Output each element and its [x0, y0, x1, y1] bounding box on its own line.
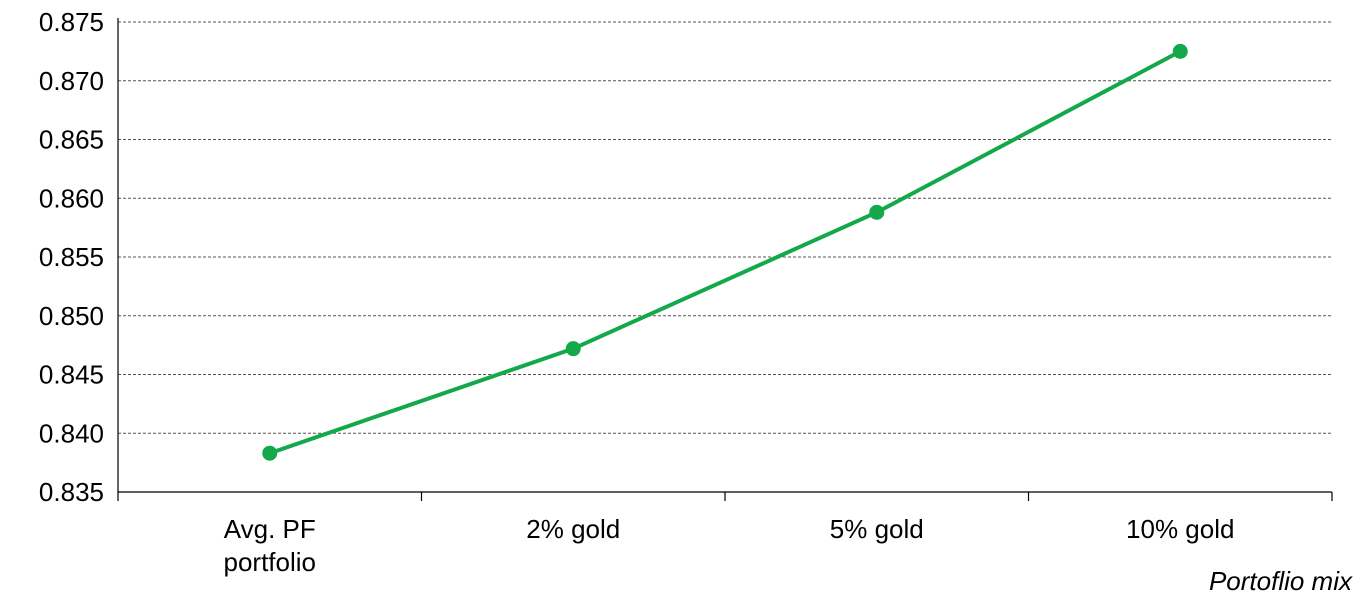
y-tick-label: 0.845	[39, 360, 104, 390]
data-point	[869, 204, 885, 220]
y-tick-label: 0.855	[39, 242, 104, 272]
y-tick-label: 0.875	[39, 7, 104, 37]
y-tick-label: 0.865	[39, 125, 104, 155]
data-point	[262, 445, 278, 461]
y-tick-label: 0.850	[39, 301, 104, 331]
grid-lines	[118, 21, 1332, 434]
y-tick-label: 0.870	[39, 66, 104, 96]
y-tick-label: 0.840	[39, 418, 104, 448]
axes	[117, 18, 1333, 501]
series-line	[269, 49, 1182, 456]
x-axis-ticks: Avg. PF portfolio 2% gold 5% gold 10% gold	[224, 514, 1235, 577]
series-layer	[262, 43, 1188, 461]
y-axis-ticks: 0.835 0.840 0.845 0.850 0.855 0.860 0.865 0.870…	[39, 7, 104, 507]
data-point	[1172, 43, 1188, 59]
y-tick-label: 0.835	[39, 477, 104, 507]
data-point	[565, 341, 581, 357]
x-tick-label: 10% gold	[1126, 514, 1234, 544]
x-axis-title: Portoflio mix	[1209, 566, 1353, 595]
y-tick-label: 0.860	[39, 183, 104, 213]
x-tick-label: 2% gold	[526, 514, 620, 544]
x-tick-label: 5% gold	[830, 514, 924, 544]
x-tick-label: Avg. PF portfolio	[224, 514, 317, 577]
